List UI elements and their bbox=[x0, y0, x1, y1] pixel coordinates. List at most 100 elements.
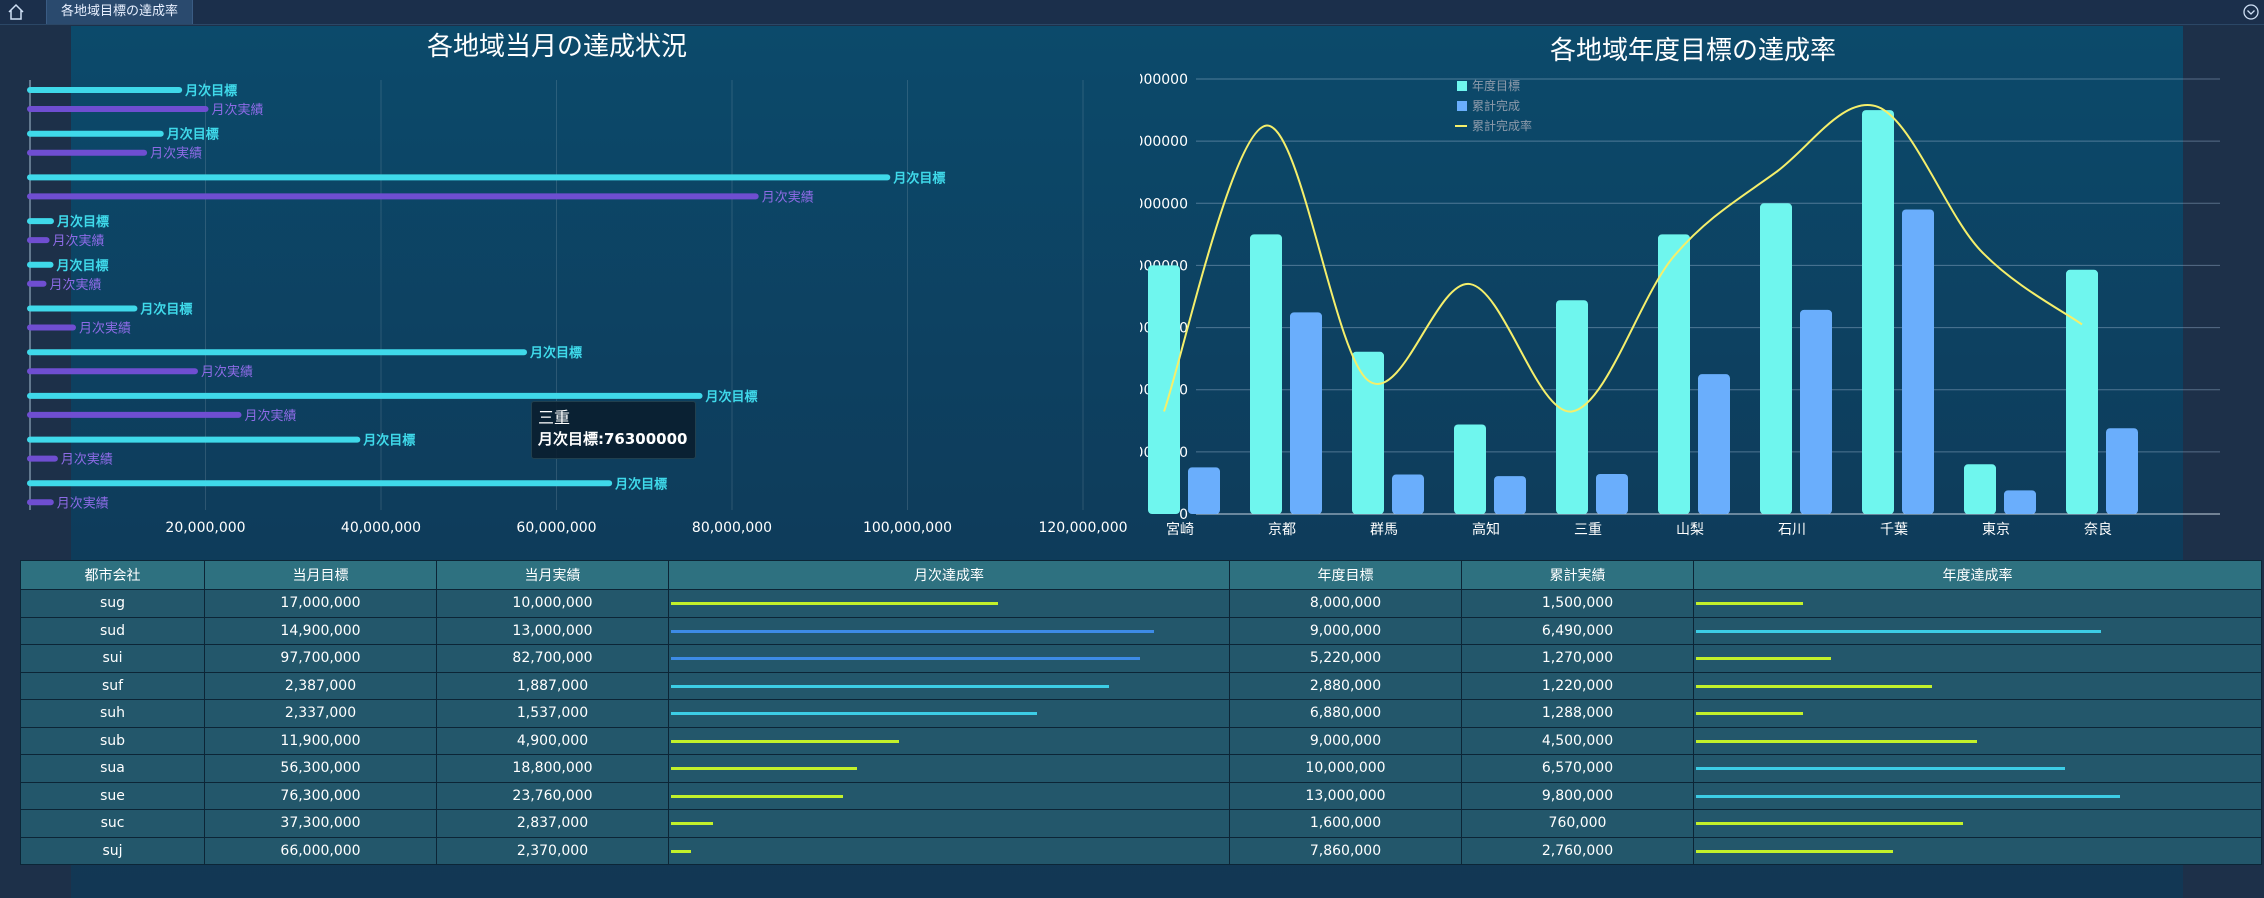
cumulative-bar bbox=[1698, 374, 1730, 514]
x-tick-label: 奈良 bbox=[2084, 522, 2112, 538]
month-rate-cell bbox=[668, 836, 1230, 865]
table-row[interactable]: suj 66,000,000 2,370,000 7,860,000 2,760,000 bbox=[20, 836, 2262, 865]
year-target-bar bbox=[1760, 203, 1792, 515]
year-rate-cell bbox=[1693, 644, 2262, 673]
company-cell: suj bbox=[20, 836, 205, 865]
progress-bar bbox=[1696, 767, 2066, 770]
actual-bar-label: 月次実績 bbox=[212, 102, 264, 118]
x-tick-label: 千葉 bbox=[1880, 522, 1908, 538]
chart2-title: 各地域年度目標の達成率 bbox=[1550, 36, 1837, 66]
table-row[interactable]: suc 37,300,000 2,837,000 1,600,000 760,000 bbox=[20, 809, 2262, 838]
year-target-cell: 2,880,000 bbox=[1229, 671, 1462, 700]
year-actual-cell: 2,760,000 bbox=[1461, 836, 1694, 865]
chevron-down-icon[interactable] bbox=[2242, 3, 2260, 21]
year-actual-cell: 9,800,000 bbox=[1461, 781, 1694, 810]
year-target-cell: 9,000,000 bbox=[1229, 726, 1462, 755]
x-tick-label: 120,000,000 bbox=[1038, 520, 1127, 536]
x-tick-label: 100,000,000 bbox=[863, 520, 952, 536]
col-header-company[interactable]: 都市会社 bbox=[20, 560, 205, 590]
col-header-year-rate[interactable]: 年度達成率 bbox=[1693, 560, 2262, 590]
cumulative-bar bbox=[1596, 473, 1628, 514]
progress-bar bbox=[671, 657, 1140, 660]
month-actual-cell: 10,000,000 bbox=[436, 589, 669, 618]
cumulative-bar bbox=[1392, 474, 1424, 514]
tab-dashboard[interactable]: 各地域目標の達成率 bbox=[46, 0, 194, 24]
company-cell: suh bbox=[20, 699, 205, 728]
month-target-cell: 37,300,000 bbox=[204, 809, 437, 838]
year-target-bar bbox=[1862, 110, 1894, 515]
legend-label: 累計完成率 bbox=[1472, 118, 1532, 133]
table-row[interactable]: sue 76,300,000 23,760,000 13,000,000 9,800,0… bbox=[20, 781, 2262, 810]
year-target-bar bbox=[1148, 265, 1180, 514]
progress-bar bbox=[671, 684, 1110, 688]
actual-bar-label: 月次実績 bbox=[244, 408, 296, 424]
year-rate-cell bbox=[1693, 671, 2262, 700]
company-cell: sub bbox=[20, 726, 205, 755]
year-rate-cell bbox=[1693, 809, 2262, 838]
month-rate-cell bbox=[668, 616, 1230, 645]
month-actual-cell: 2,370,000 bbox=[436, 836, 669, 865]
top-bar: 各地域目標の達成率 bbox=[0, 0, 2264, 25]
cumulative-bar bbox=[2106, 428, 2138, 514]
target-bar-label: 月次目標 bbox=[614, 476, 667, 492]
col-header-month-actual[interactable]: 当月実績 bbox=[436, 560, 669, 590]
table-row[interactable]: suh 2,337,000 1,537,000 6,880,000 1,288,000 bbox=[20, 699, 2262, 728]
chart1-title: 各地域当月の達成状況 bbox=[427, 32, 688, 62]
col-header-year-target[interactable]: 年度目標 bbox=[1229, 560, 1462, 590]
year-target-cell: 7,860,000 bbox=[1229, 836, 1462, 865]
table-row[interactable]: sud 14,900,000 13,000,000 9,000,000 6,490,00… bbox=[20, 616, 2262, 645]
x-tick-label: 三重 bbox=[1574, 522, 1602, 538]
cumulative-bar bbox=[1902, 209, 1934, 514]
legend-label: 年度目標 bbox=[1472, 78, 1520, 93]
company-cell: sud bbox=[20, 616, 205, 645]
progress-bar bbox=[1696, 822, 1963, 825]
cumulative-bar bbox=[2004, 490, 2036, 514]
home-icon[interactable] bbox=[6, 3, 26, 21]
table-row[interactable]: sua 56,300,000 18,800,000 10,000,000 6,570,0… bbox=[20, 754, 2262, 783]
cumulative-rate-line bbox=[1163, 104, 2083, 413]
col-header-month-rate[interactable]: 月次達成率 bbox=[668, 560, 1230, 590]
actual-bar-label: 月次実績 bbox=[150, 146, 202, 162]
company-cell: suf bbox=[20, 671, 205, 700]
cumulative-bar bbox=[1290, 312, 1322, 514]
progress-bar bbox=[1696, 629, 2101, 633]
year-actual-cell: 4,500,000 bbox=[1461, 726, 1694, 755]
month-target-cell: 14,900,000 bbox=[204, 616, 437, 645]
year-target-bar bbox=[1454, 424, 1486, 514]
x-tick-label: 東京 bbox=[1982, 522, 2010, 538]
year-rate-cell bbox=[1693, 616, 2262, 645]
progress-bar bbox=[671, 767, 857, 770]
month-rate-cell bbox=[668, 781, 1230, 810]
table-row[interactable]: sub 11,900,000 4,900,000 9,000,000 4,500,000 bbox=[20, 726, 2262, 755]
progress-bar bbox=[671, 739, 899, 743]
year-rate-cell bbox=[1693, 836, 2262, 865]
tooltip-value: 月次目標:76300000 bbox=[538, 430, 688, 448]
month-actual-cell: 82,700,000 bbox=[436, 644, 669, 673]
col-header-year-actual[interactable]: 累計実績 bbox=[1461, 560, 1694, 590]
actual-bar-label: 月次実績 bbox=[79, 321, 131, 337]
month-rate-cell bbox=[668, 671, 1230, 700]
x-tick-label: 群馬 bbox=[1370, 522, 1398, 538]
year-rate-cell bbox=[1693, 589, 2262, 618]
progress-bar bbox=[671, 794, 844, 798]
year-target-bar bbox=[1964, 464, 1996, 514]
year-target-cell: 5,220,000 bbox=[1229, 644, 1462, 673]
progress-bar bbox=[1696, 684, 1933, 688]
month-rate-cell bbox=[668, 754, 1230, 783]
actual-bar-label: 月次実績 bbox=[57, 495, 109, 511]
month-target-cell: 2,337,000 bbox=[204, 699, 437, 728]
x-tick-label: 80,000,000 bbox=[692, 520, 772, 536]
col-header-month-target[interactable]: 当月目標 bbox=[204, 560, 437, 590]
table-row[interactable]: sui 97,700,000 82,700,000 5,220,000 1,270,00… bbox=[20, 644, 2262, 673]
table-row[interactable]: sug 17,000,000 10,000,000 8,000,000 1,500,00… bbox=[20, 589, 2262, 618]
target-bar-label: 月次目標 bbox=[184, 83, 237, 99]
x-tick-label: 40,000,000 bbox=[341, 520, 421, 536]
year-target-bar bbox=[2066, 269, 2098, 514]
cumulative-bar bbox=[1494, 476, 1526, 514]
month-rate-cell bbox=[668, 699, 1230, 728]
target-bar-label: 月次目標 bbox=[892, 170, 945, 186]
year-actual-cell: 1,220,000 bbox=[1461, 671, 1694, 700]
month-actual-cell: 4,900,000 bbox=[436, 726, 669, 755]
target-bar-label: 月次目標 bbox=[56, 258, 109, 274]
table-row[interactable]: suf 2,387,000 1,887,000 2,880,000 1,220,000 bbox=[20, 671, 2262, 700]
